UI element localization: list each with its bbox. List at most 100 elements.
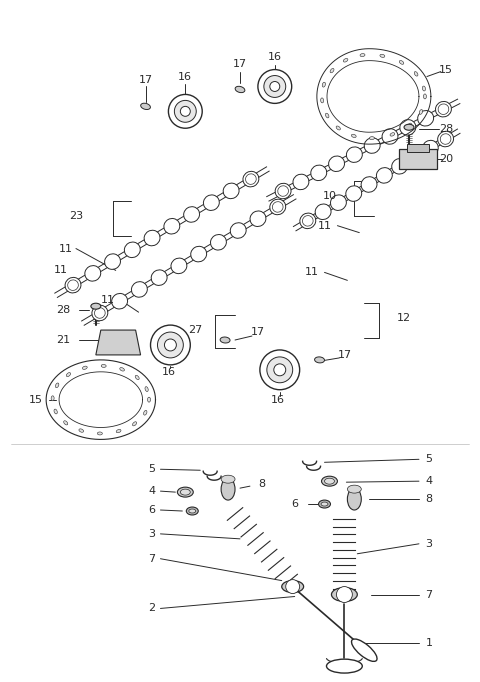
- Text: 11: 11: [317, 221, 332, 231]
- Ellipse shape: [186, 507, 198, 515]
- Ellipse shape: [336, 126, 340, 130]
- Text: 11: 11: [54, 265, 68, 276]
- Ellipse shape: [116, 430, 121, 433]
- Ellipse shape: [132, 421, 137, 426]
- Ellipse shape: [204, 195, 219, 211]
- Ellipse shape: [325, 113, 329, 118]
- Ellipse shape: [324, 478, 335, 484]
- Text: 17: 17: [139, 74, 153, 85]
- Ellipse shape: [97, 432, 102, 435]
- Ellipse shape: [184, 207, 200, 222]
- Circle shape: [151, 325, 190, 365]
- Ellipse shape: [311, 165, 327, 181]
- Bar: [407, 144, 429, 152]
- Ellipse shape: [315, 204, 331, 220]
- Ellipse shape: [275, 183, 291, 198]
- Ellipse shape: [243, 171, 259, 187]
- Text: 16: 16: [178, 72, 192, 82]
- Ellipse shape: [135, 375, 139, 380]
- Ellipse shape: [360, 54, 365, 57]
- Ellipse shape: [101, 364, 106, 368]
- Ellipse shape: [408, 123, 411, 128]
- Text: 15: 15: [29, 395, 43, 404]
- Ellipse shape: [330, 68, 334, 73]
- Ellipse shape: [145, 387, 148, 391]
- Text: 17: 17: [233, 59, 247, 69]
- Text: 16: 16: [271, 395, 285, 404]
- Ellipse shape: [178, 487, 193, 497]
- Ellipse shape: [221, 475, 235, 483]
- Ellipse shape: [144, 411, 147, 415]
- Text: 6: 6: [291, 499, 298, 509]
- Ellipse shape: [300, 213, 316, 228]
- Ellipse shape: [407, 149, 423, 165]
- Ellipse shape: [314, 357, 324, 363]
- Ellipse shape: [68, 280, 78, 291]
- Bar: [399, 149, 437, 169]
- Text: 16: 16: [268, 52, 282, 61]
- Ellipse shape: [246, 174, 256, 184]
- Ellipse shape: [348, 485, 361, 493]
- Ellipse shape: [419, 110, 422, 115]
- Ellipse shape: [105, 254, 120, 269]
- Circle shape: [260, 350, 300, 389]
- Circle shape: [264, 76, 286, 98]
- Ellipse shape: [322, 83, 325, 87]
- Ellipse shape: [221, 478, 235, 500]
- Ellipse shape: [91, 303, 101, 309]
- Text: 7: 7: [425, 589, 432, 599]
- Ellipse shape: [392, 158, 408, 174]
- Ellipse shape: [319, 500, 330, 508]
- Ellipse shape: [321, 502, 328, 506]
- Ellipse shape: [141, 103, 150, 110]
- Ellipse shape: [223, 183, 239, 198]
- Ellipse shape: [171, 258, 187, 273]
- Ellipse shape: [95, 308, 105, 318]
- Ellipse shape: [390, 133, 395, 136]
- Ellipse shape: [51, 396, 54, 401]
- Ellipse shape: [351, 639, 377, 662]
- Ellipse shape: [278, 186, 288, 196]
- Ellipse shape: [435, 102, 451, 117]
- Ellipse shape: [54, 409, 57, 414]
- Text: 28: 28: [439, 124, 453, 134]
- Polygon shape: [96, 330, 141, 355]
- Text: 12: 12: [397, 313, 411, 323]
- Text: 3: 3: [425, 539, 432, 549]
- Circle shape: [286, 580, 300, 593]
- Circle shape: [274, 364, 286, 376]
- Ellipse shape: [422, 86, 425, 91]
- Ellipse shape: [65, 278, 81, 293]
- Ellipse shape: [343, 59, 348, 62]
- Ellipse shape: [440, 134, 451, 145]
- Ellipse shape: [273, 202, 283, 212]
- Text: 17: 17: [251, 327, 265, 337]
- Circle shape: [258, 70, 292, 104]
- Ellipse shape: [144, 231, 160, 246]
- Ellipse shape: [230, 223, 246, 238]
- Text: 16: 16: [161, 367, 175, 377]
- Ellipse shape: [112, 293, 128, 309]
- Ellipse shape: [120, 368, 124, 371]
- Ellipse shape: [370, 136, 374, 140]
- Ellipse shape: [332, 588, 357, 602]
- Ellipse shape: [400, 119, 416, 135]
- Text: 10: 10: [323, 191, 336, 201]
- Ellipse shape: [191, 246, 206, 262]
- Ellipse shape: [85, 265, 101, 281]
- Text: 5: 5: [425, 454, 432, 464]
- Ellipse shape: [418, 110, 433, 126]
- Ellipse shape: [329, 156, 345, 171]
- Ellipse shape: [83, 366, 87, 370]
- Text: 1: 1: [425, 638, 432, 648]
- Ellipse shape: [66, 372, 71, 376]
- Ellipse shape: [235, 87, 245, 93]
- Circle shape: [270, 82, 280, 91]
- Text: 3: 3: [148, 529, 156, 539]
- Ellipse shape: [151, 270, 167, 285]
- Ellipse shape: [180, 489, 190, 495]
- Ellipse shape: [361, 177, 377, 192]
- Ellipse shape: [79, 429, 84, 432]
- Text: 15: 15: [439, 65, 453, 74]
- Text: 20: 20: [439, 154, 453, 164]
